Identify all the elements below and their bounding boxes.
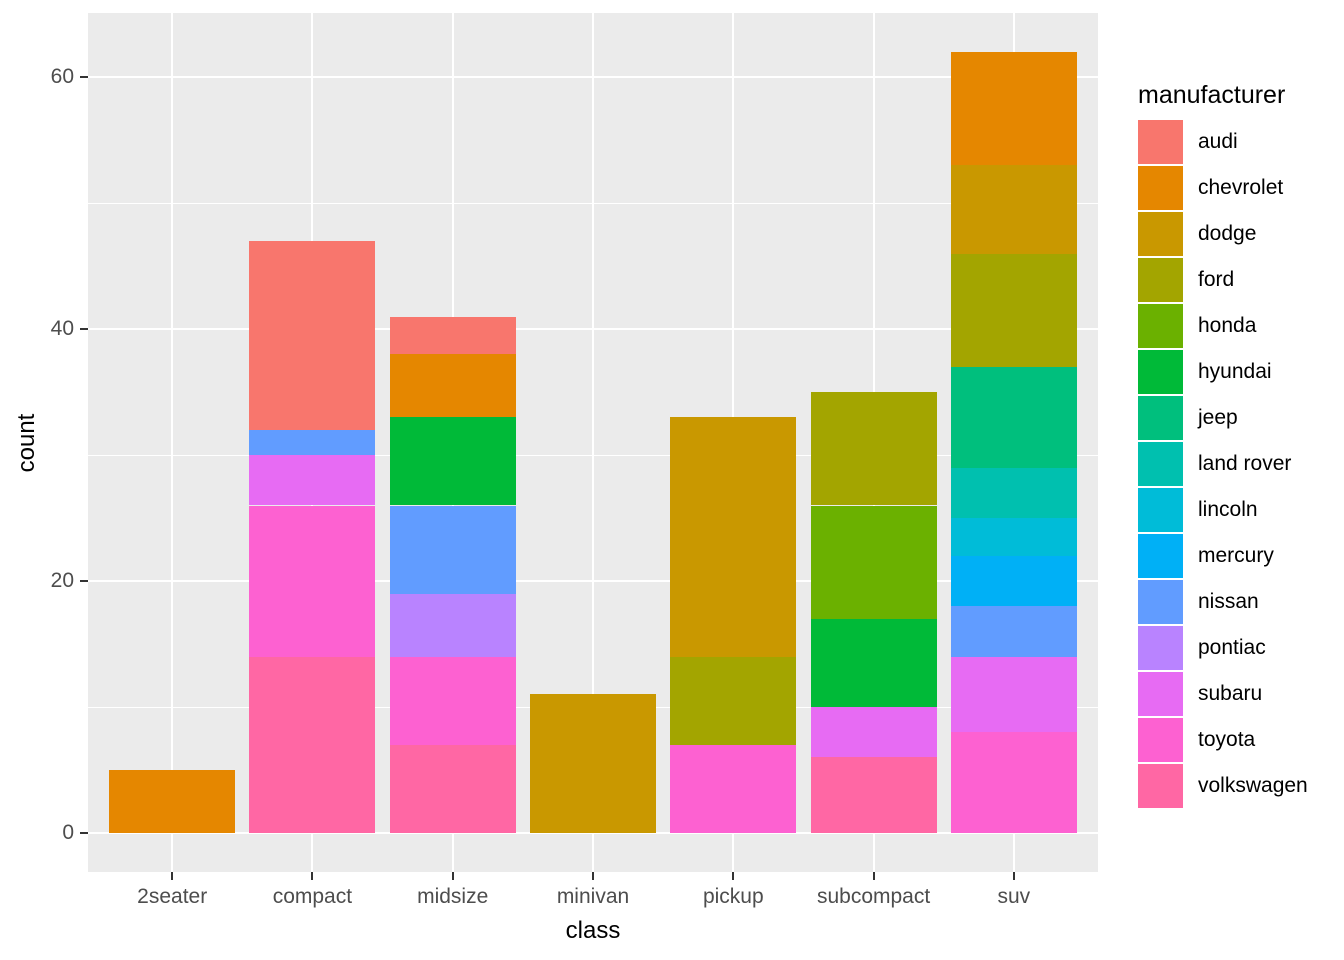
legend-label-volkswagen: volkswagen [1198,774,1308,797]
x-tick-label-midsize: midsize [417,885,489,908]
legend-key-ford [1138,258,1183,302]
bar-segment-suv-dodge [950,165,1077,254]
legend-key-mercury [1138,534,1183,578]
bar-segment-pickup-ford [670,656,797,745]
bar-segment-suv-ford [950,253,1077,367]
x-axis-tick-mark [1012,872,1015,880]
legend-label-dodge: dodge [1198,222,1257,245]
x-tick-label-subcompact: subcompact [816,885,931,908]
bar-segment-midsize-hyundai [389,417,516,506]
bar-segment-pickup-toyota [670,744,797,833]
legend-label-toyota: toyota [1198,728,1256,751]
bar-segment-compact-subaru [249,455,376,506]
legend-key-nissan [1138,580,1183,624]
bar-segment-minivan-dodge [530,694,656,833]
legend-label-jeep: jeep [1198,406,1238,429]
bar-segment-2seater-chevrolet [109,770,236,833]
y-axis-tick-mark [80,328,88,331]
y-tick-label: 0 [62,821,74,844]
x-tick-label-pickup: pickup [702,885,764,908]
x-axis-tick-mark [171,872,174,880]
bar-segment-suv-land-rover [950,467,1077,519]
bar-segment-suv-subaru [950,656,1077,733]
plot-panel [88,13,1098,872]
bar-segment-subcompact-subaru [810,707,937,758]
legend-label-mercury: mercury [1198,544,1274,567]
legend-key-toyota [1138,718,1183,762]
legend-key-pontiac [1138,626,1183,670]
bar-segment-pickup-dodge [670,417,797,657]
bar-segment-suv-toyota [950,732,1077,833]
x-tick-label-suv: suv [997,885,1031,908]
legend-key-land-rover [1138,442,1183,486]
x-tick-label-compact: compact [272,885,353,908]
legend-label-honda: honda [1198,314,1257,337]
legend-key-hyundai [1138,350,1183,394]
legend-label-land-rover: land rover [1198,452,1292,475]
y-tick-label: 60 [50,65,74,89]
legend-label-pontiac: pontiac [1198,636,1266,659]
gridline-major-x [592,13,594,872]
bar-segment-subcompact-hyundai [810,618,937,707]
legend-key-jeep [1138,396,1183,440]
legend-label-chevrolet: chevrolet [1198,176,1284,199]
y-tick-label: 40 [50,317,74,341]
bar-segment-suv-chevrolet [950,52,1077,166]
legend-key-chevrolet [1138,166,1183,210]
legend-title: manufacturer [1138,81,1286,109]
bar-segment-midsize-volkswagen [389,744,516,833]
legend-key-dodge [1138,212,1183,256]
legend-key-audi [1138,120,1183,164]
x-tick-label-minivan: minivan [556,885,630,908]
bar-segment-compact-toyota [249,505,376,657]
bar-segment-suv-mercury [950,555,1077,607]
legend-key-subaru [1138,672,1183,716]
x-axis-tick-mark [872,872,875,880]
bar-segment-compact-audi [249,241,376,430]
y-axis-tick-mark [80,580,88,582]
legend-key-volkswagen [1138,764,1183,808]
gridline-major-x [171,13,174,872]
bar-segment-subcompact-honda [810,505,937,619]
y-axis-title: count [13,413,40,473]
y-axis-tick-mark [80,832,88,834]
x-axis-tick-mark [732,872,735,880]
legend-label-audi: audi [1198,130,1238,153]
bar-segment-subcompact-ford [810,392,937,506]
legend-label-nissan: nissan [1198,590,1259,613]
legend-key-honda [1138,304,1183,348]
bar-segment-midsize-audi [389,316,516,355]
bar-segment-compact-nissan [249,429,376,456]
legend: manufacturer audi chevrolet dodge ford honda… [1138,80,1338,830]
y-axis-tick-mark [80,76,88,79]
bar-segment-midsize-toyota [389,656,516,745]
bar-segment-subcompact-volkswagen [810,757,937,833]
bar-segment-midsize-chevrolet [389,354,516,418]
bar-segment-compact-volkswagen [249,656,376,833]
bar-segment-suv-lincoln [950,518,1077,556]
x-axis-title: class [565,917,621,944]
bar-segment-midsize-nissan [389,505,516,594]
bar-segment-suv-jeep [950,366,1077,468]
legend-key-lincoln [1138,488,1183,532]
legend-label-lincoln: lincoln [1198,498,1258,521]
x-axis-tick-mark [311,872,314,880]
legend-label-hyundai: hyundai [1198,360,1272,383]
y-tick-label: 20 [50,569,74,592]
bar-segment-midsize-pontiac [389,593,516,657]
x-axis-tick-mark [451,872,454,880]
x-tick-label-2seater: 2seater [137,885,208,908]
legend-label-ford: ford [1198,268,1235,291]
x-axis-tick-mark [592,872,594,880]
legend-label-subaru: subaru [1198,682,1263,705]
bar-segment-suv-nissan [950,606,1077,657]
